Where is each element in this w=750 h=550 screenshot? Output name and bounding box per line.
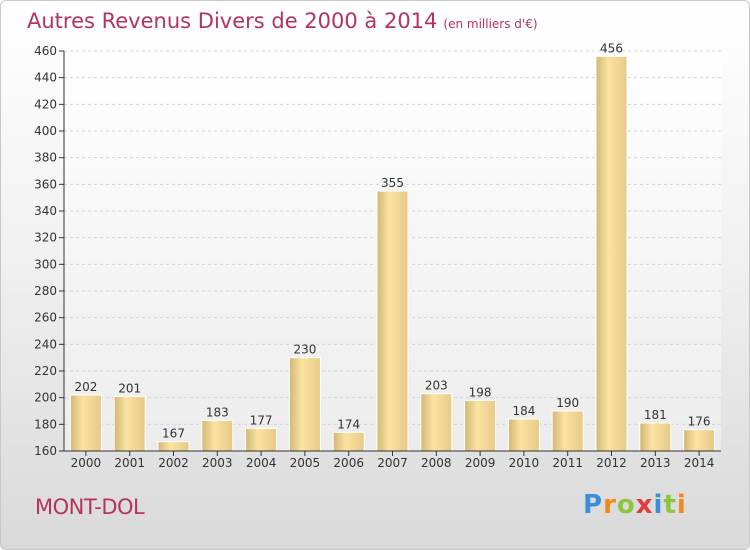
bars [69,55,716,452]
bar-value-label: 184 [512,404,535,418]
title-text: Autres Revenus Divers de 2000 à 2014 [27,9,438,33]
x-tick-label: 2005 [290,456,321,470]
x-tick-label: 2014 [684,456,715,470]
x-tick-label: 2011 [552,456,583,470]
bar-value-label: 177 [250,413,273,427]
bar [288,357,321,452]
x-tick-label: 2004 [246,456,277,470]
bar [595,55,628,452]
x-tick-label: 2013 [640,456,671,470]
bar-value-label: 198 [469,385,492,399]
logo-letter: i [676,490,687,520]
y-tick-label: 440 [34,71,57,85]
y-tick-label: 180 [34,417,57,431]
bar [683,429,716,452]
bar [157,441,190,452]
bar-value-label: 201 [118,381,141,395]
bar-value-label: 230 [293,343,316,357]
title-unit: (en milliers d'€) [443,17,538,31]
chart-title: Autres Revenus Divers de 2000 à 2014 (en … [27,9,538,33]
y-tick-label: 240 [34,337,57,351]
bar [420,393,453,452]
logo-letter: t [663,490,677,520]
bar [332,431,365,452]
axes [59,50,721,456]
y-tick-label: 360 [34,177,57,191]
x-tick-label: 2012 [596,456,627,470]
logo-letter: o [616,490,636,520]
bar-value-label: 203 [425,379,448,393]
x-tick-label: 2009 [465,456,496,470]
bar-value-label: 176 [688,415,711,429]
y-tick-label: 400 [34,124,57,138]
bar [376,190,409,452]
bar-value-label: 190 [556,396,579,410]
bar [113,395,146,452]
x-tick-label: 2008 [421,456,452,470]
x-tick-label: 2000 [71,456,102,470]
y-tick-label: 340 [34,204,57,218]
labels: 160 180 200 220 240 260 280 300 320 340 360 380 400 4… [34,41,714,470]
bar [69,394,102,452]
bar-value-label: 183 [206,405,229,419]
bar [464,399,497,452]
bar [551,410,584,452]
bar-value-label: 174 [337,417,360,431]
bar-value-label: 167 [162,427,185,441]
proxiti-logo[interactable]: Proxiti [583,490,687,520]
bar [639,422,672,452]
logo-letter: P [583,490,604,520]
x-tick-label: 2001 [114,456,145,470]
y-tick-label: 220 [34,364,57,378]
y-tick-label: 280 [34,284,57,298]
y-tick-label: 300 [34,257,57,271]
commune-name: MONT-DOL [35,495,145,519]
x-tick-label: 2002 [158,456,189,470]
y-tick-label: 320 [34,231,57,245]
bar-value-label: 202 [74,380,97,394]
bar-value-label: 355 [381,176,404,190]
bar [507,418,540,452]
bar [245,427,278,452]
y-tick-label: 380 [34,151,57,165]
logo-letter: i [653,490,664,520]
x-tick-label: 2006 [333,456,364,470]
x-tick-label: 2010 [509,456,540,470]
logo-letter: x [635,490,654,520]
x-tick-label: 2007 [377,456,408,470]
x-tick-label: 2003 [202,456,233,470]
y-tick-label: 420 [34,97,57,111]
logo-letter: r [603,490,617,520]
bar-value-label: 456 [600,41,623,55]
y-tick-label: 460 [34,44,57,58]
y-tick-label: 260 [34,311,57,325]
bar-value-label: 181 [644,408,667,422]
bar [201,419,234,452]
y-tick-label: 200 [34,391,57,405]
y-tick-label: 160 [34,444,57,458]
